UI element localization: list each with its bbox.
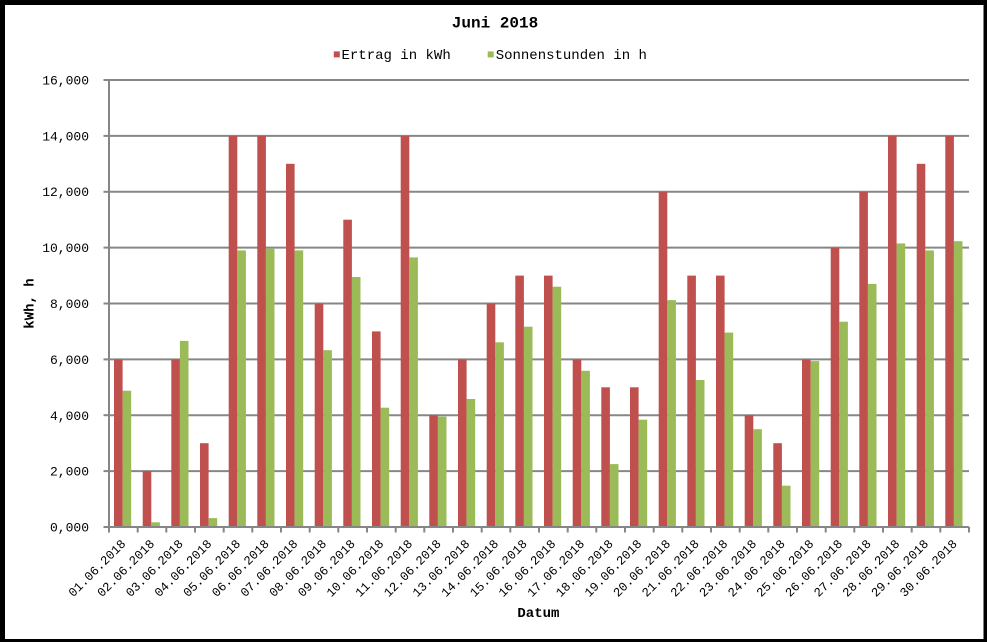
- svg-text:Juni 2018: Juni 2018: [452, 15, 538, 33]
- svg-text:10,000: 10,000: [42, 241, 89, 256]
- svg-text:16,000: 16,000: [42, 74, 89, 89]
- svg-text:12,000: 12,000: [42, 185, 89, 200]
- svg-text:Datum: Datum: [517, 606, 559, 622]
- svg-text:14,000: 14,000: [42, 129, 89, 144]
- svg-text:2,000: 2,000: [50, 465, 89, 480]
- svg-text:Ertrag in kWh: Ertrag in kWh: [342, 48, 451, 64]
- svg-text:8,000: 8,000: [50, 297, 89, 312]
- svg-text:0,000: 0,000: [50, 521, 89, 536]
- svg-text:6,000: 6,000: [50, 353, 89, 368]
- svg-text:4,000: 4,000: [50, 409, 89, 424]
- svg-text:kWh, h: kWh, h: [23, 278, 39, 328]
- svg-text:Sonnenstunden in h: Sonnenstunden in h: [496, 48, 647, 64]
